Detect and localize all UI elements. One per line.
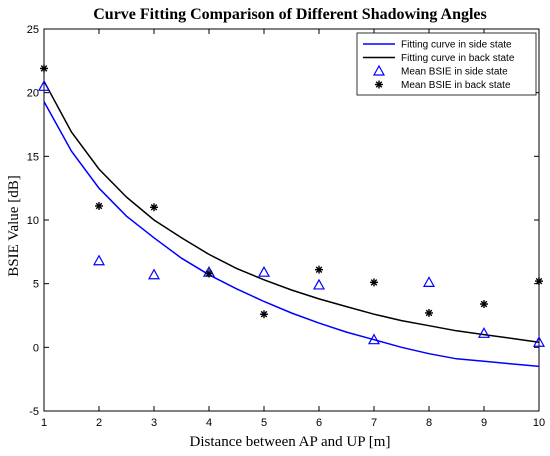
data-point-back <box>480 300 488 309</box>
y-tick-label: 10 <box>27 215 39 227</box>
x-tick-label: 5 <box>261 417 267 429</box>
data-point-back <box>535 277 543 286</box>
x-tick-label: 2 <box>96 417 102 429</box>
y-tick-label: 20 <box>27 88 39 100</box>
legend-label: Mean BSIE in side state <box>401 67 508 78</box>
chart-title: Curve Fitting Comparison of Different Sh… <box>93 6 487 23</box>
legend: Fitting curve in side state Fitting curve… <box>356 32 537 96</box>
asterisk-stroke <box>535 277 543 285</box>
data-point-side <box>422 276 436 287</box>
asterisk-stroke <box>260 310 268 318</box>
data-point-side <box>367 333 381 345</box>
x-tick-label: 7 <box>371 417 377 429</box>
x-tick-label: 3 <box>151 417 157 429</box>
legend-label: Fitting curve in back state <box>401 53 515 64</box>
data-point-back <box>40 64 48 73</box>
data-point-side <box>532 336 546 347</box>
y-tick-label: 0 <box>33 342 39 354</box>
data-point-side <box>477 327 491 338</box>
x-tick-label: 6 <box>316 417 322 429</box>
data-point-side <box>92 254 106 266</box>
asterisk-stroke <box>95 202 103 210</box>
plot-area: 1 2 3 4 5 6 7 8 9 10 -5 0 5 10 15 20 25 Fitting curve in … <box>27 24 545 429</box>
x-tick-label: 1 <box>41 417 47 429</box>
y-tick-label: 25 <box>27 24 39 36</box>
asterisk-stroke <box>480 300 488 308</box>
legend-triangle-marker <box>372 64 386 76</box>
asterisk-stroke <box>315 266 323 273</box>
data-point-back <box>315 265 323 274</box>
series-line-1 <box>43 80 540 343</box>
data-point-side <box>147 268 161 280</box>
asterisk-stroke <box>40 65 48 72</box>
asterisk-stroke <box>375 81 383 88</box>
asterisk-stroke <box>205 270 213 277</box>
data-point-side <box>37 80 51 91</box>
x-axis-label: Distance between AP and UP [m] <box>190 434 391 450</box>
data-point-back <box>205 269 213 278</box>
x-tick-label: 9 <box>481 417 487 429</box>
data-point-back <box>95 201 103 210</box>
x-tick-label: 10 <box>533 417 545 429</box>
y-tick-label: 5 <box>33 279 39 291</box>
x-tick-label: 8 <box>426 417 432 429</box>
series-line-0 <box>43 101 540 368</box>
legend-label: Fitting curve in side state <box>401 40 512 51</box>
x-tick-label: 4 <box>206 417 212 429</box>
y-tick-label: -5 <box>29 406 39 418</box>
asterisk-stroke <box>370 279 378 286</box>
data-point-back <box>260 310 268 319</box>
data-point-back <box>370 278 378 287</box>
data-point-side <box>312 278 326 290</box>
y-axis-label: BSIE Value [dB] <box>6 175 22 276</box>
data-point-side <box>257 265 271 277</box>
asterisk-stroke <box>425 309 433 317</box>
legend-label: Mean BSIE in back state <box>401 80 511 91</box>
legend-asterisk-marker <box>375 80 383 89</box>
asterisk-stroke <box>150 203 158 211</box>
data-point-back <box>425 308 433 317</box>
y-tick-label: 15 <box>27 151 39 163</box>
data-point-back <box>150 203 158 212</box>
